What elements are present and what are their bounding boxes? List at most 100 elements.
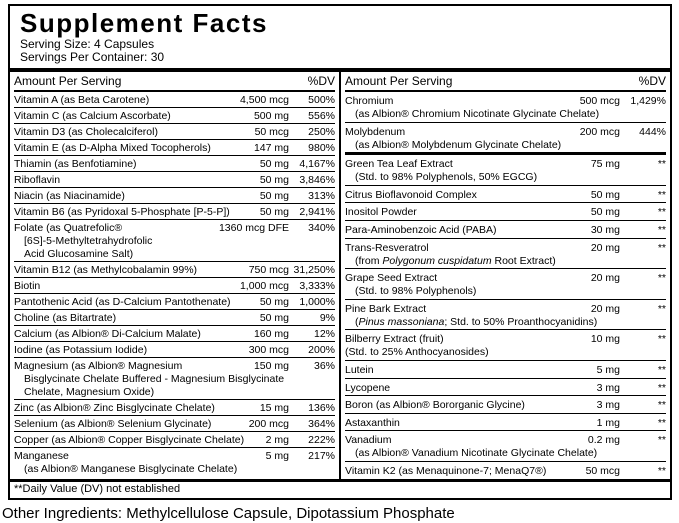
nutrient-amount: 3 mg xyxy=(596,381,620,394)
nutrient-amount: 50 mg xyxy=(259,312,289,324)
nutrient-dv: ** xyxy=(657,381,666,394)
nutrient-row-main: Thiamin (as Benfotiamine) 50 mg 4,167% xyxy=(14,156,335,171)
serving-size-text: Serving Size: 4 Capsules xyxy=(20,37,155,51)
nutrient-amount: 50 mg xyxy=(259,158,289,170)
nutrient-subtext: (as Albion® Chromium Nicotinate Glycinat… xyxy=(355,108,600,120)
nutrient-dv: ** xyxy=(657,223,666,236)
nutrient-dv: 36% xyxy=(313,360,335,372)
nutrient-row-main: Astaxanthin 1 mg ** xyxy=(345,415,666,430)
nutrient-row-main: Vitamin A (as Beta Carotene) 4,500 mcg 500… xyxy=(14,92,335,107)
amount-per-serving-label: Amount Per Serving xyxy=(345,74,453,88)
nutrient-dv: 556% xyxy=(308,110,335,122)
nutrient-rows-right: Chromium 500 mcg 1,429% (as Albion® Chromiu… xyxy=(345,92,666,479)
nutrient-amount: 1360 mcg DFE xyxy=(218,222,289,234)
nutrient-row: Para-Aminobenzoic Acid (PABA) 30 mg ** xyxy=(345,219,666,238)
nutrient-row-main: Biotin 1,000 mcg 3,333% xyxy=(14,278,335,293)
nutrient-name: Pantothenic Acid (as D-Calcium Pantothen… xyxy=(14,296,231,308)
nutrient-amount: 200 mcg xyxy=(579,125,620,138)
nutrient-amount: 10 mg xyxy=(590,333,620,346)
nutrient-row: Choline (as Bitartrate) 50 mg 9% xyxy=(14,309,335,325)
nutrient-row: Molybdenum 200 mcg 444% (as Albion® Molybde… xyxy=(345,121,666,153)
nutrient-row: Biotin 1,000 mcg 3,333% xyxy=(14,277,335,293)
nutrient-name: Manganese xyxy=(14,450,69,462)
nutrient-row: Copper (as Albion® Copper Bisglycinate C… xyxy=(14,431,335,447)
nutrient-row-main: Folate (as Quatrefolic® 1360 mcg DFE 340% xyxy=(14,220,335,235)
nutrient-row-main: Chromium 500 mcg 1,429% xyxy=(345,93,666,108)
nutrient-dv: 31,250% xyxy=(293,264,335,276)
nutrient-name: Para-Aminobenzoic Acid (PABA) xyxy=(345,223,497,236)
nutrient-subtext: Bisglycinate Chelate Buffered - Magnesiu… xyxy=(24,373,285,385)
nutrient-row-main: Grape Seed Extract 20 mg ** xyxy=(345,270,666,285)
column-header-left: Amount Per Serving %DV xyxy=(14,72,335,92)
nutrient-row-main: Molybdenum 200 mcg 444% xyxy=(345,124,666,139)
nutrient-name: Lycopene xyxy=(345,381,391,394)
nutrient-row: Manganese 5 mg 217% (as Albion® Manganese B… xyxy=(14,447,335,476)
nutrient-name: Iodine (as Potassium Iodide) xyxy=(14,344,148,356)
nutrient-row-main: Lycopene 3 mg ** xyxy=(345,380,666,395)
nutrient-row-main: Para-Aminobenzoic Acid (PABA) 30 mg ** xyxy=(345,222,666,237)
nutrient-name: Chromium xyxy=(345,95,394,107)
nutrient-name: Magnesium (as Albion® Magnesium xyxy=(14,360,183,372)
nutrient-row-main: Green Tea Leaf Extract 75 mg ** xyxy=(345,156,666,171)
nutrient-name: Thiamin (as Benfotiamine) xyxy=(14,158,137,170)
nutrient-name: Vitamin E (as D-Alpha Mixed Tocopherols) xyxy=(14,142,211,154)
nutrient-dv: 136% xyxy=(308,402,335,414)
nutrient-row-main: Calcium (as Albion® Di-Calcium Malate) 16… xyxy=(14,326,335,341)
nutrient-row: Vitamin B12 (as Methylcobalamin 99%) 750 … xyxy=(14,261,335,277)
nutrient-dv: ** xyxy=(657,272,666,285)
nutrient-amount: 0.2 mg xyxy=(587,434,620,447)
nutrient-dv: ** xyxy=(657,434,666,447)
nutrient-subtext: (Std. to 98% Polyphenols) xyxy=(355,285,477,298)
nutrient-row: Selenium (as Albion® Selenium Glycinate)… xyxy=(14,415,335,431)
nutrient-row: Lycopene 3 mg ** xyxy=(345,377,666,396)
nutrient-columns: Amount Per Serving %DV Vitamin A (as Bet… xyxy=(10,72,670,482)
nutrient-amount: 500 mg xyxy=(253,110,289,122)
nutrient-amount: 75 mg xyxy=(590,158,620,171)
nutrient-amount: 1,000 mcg xyxy=(239,280,289,292)
nutrient-name: Calcium (as Albion® Di-Calcium Malate) xyxy=(14,328,201,340)
nutrient-dv: 1,000% xyxy=(299,296,335,308)
nutrient-amount: 50 mg xyxy=(590,206,620,219)
nutrient-dv: 4,167% xyxy=(299,158,335,170)
nutrient-dv: 3,333% xyxy=(299,280,335,292)
nutrient-dv: 12% xyxy=(313,328,335,340)
nutrient-subtext: (Std. to 98% Polyphenols, 50% EGCG) xyxy=(355,171,538,184)
nutrient-name: Niacin (as Niacinamide) xyxy=(14,190,125,202)
nutrient-name: Biotin xyxy=(14,280,41,292)
nutrient-amount: 50 mg xyxy=(259,206,289,218)
nutrient-name: Trans-Resveratrol xyxy=(345,241,429,254)
nutrient-row: Trans-Resveratrol 20 mg ** (from Polygonum … xyxy=(345,237,666,269)
nutrient-row-main: Boron (as Albion® Bororganic Glycine) 3 m… xyxy=(345,397,666,412)
nutrient-row: Pine Bark Extract 20 mg ** (Pinus massonian… xyxy=(345,298,666,330)
nutrient-row-main: Choline (as Bitartrate) 50 mg 9% xyxy=(14,310,335,325)
nutrient-name: Inositol Powder xyxy=(345,206,417,219)
servings-per-container-text: Servings Per Container: 30 xyxy=(20,50,165,64)
nutrient-row: Riboflavin 50 mg 3,846% xyxy=(14,171,335,187)
nutrient-row-main: Vitamin D3 (as Cholecalciferol) 50 mcg 250… xyxy=(14,124,335,139)
other-ingredients-text: Other Ingredients: Methylcellulose Capsu… xyxy=(2,504,455,522)
nutrient-row: Bilberry Extract (fruit) 10 mg ** (Std. to … xyxy=(345,329,666,360)
nutrient-amount: 4,500 mcg xyxy=(239,94,289,106)
nutrient-dv: ** xyxy=(657,416,666,429)
nutrient-row-main: Trans-Resveratrol 20 mg ** xyxy=(345,240,666,255)
nutrient-subtext: (as Albion® Manganese Bisglycinate Chela… xyxy=(24,463,238,475)
nutrient-dv: 250% xyxy=(308,126,335,138)
nutrient-dv: ** xyxy=(657,363,666,376)
nutrient-row: Astaxanthin 1 mg ** xyxy=(345,412,666,431)
nutrient-row: Inositol Powder 50 mg ** xyxy=(345,202,666,220)
nutrient-row: Vanadium 0.2 mg ** (as Albion® Vanadium Nic… xyxy=(345,430,666,461)
nutrient-dv: ** xyxy=(657,302,666,315)
nutrient-dv: ** xyxy=(657,399,666,412)
nutrient-row-main: Pantothenic Acid (as D-Calcium Pantothen… xyxy=(14,294,335,309)
nutrient-row: Boron (as Albion® Bororganic Glycine) 3 m… xyxy=(345,395,666,413)
nutrient-name: Molybdenum xyxy=(345,125,406,138)
nutrient-name: Vitamin A (as Beta Carotene) xyxy=(14,94,150,106)
nutrient-name: Vitamin K2 (as Menaquinone-7; MenaQ7®) xyxy=(345,464,547,477)
nutrient-dv: ** xyxy=(657,241,666,254)
nutrient-name: Copper (as Albion® Copper Bisglycinate C… xyxy=(14,434,245,446)
nutrient-amount: 1 mg xyxy=(596,416,620,429)
nutrient-dv: 980% xyxy=(308,142,335,154)
nutrient-dv: 313% xyxy=(308,190,335,202)
nutrient-name: Vitamin D3 (as Cholecalciferol) xyxy=(14,126,158,138)
nutrient-name: Choline (as Bitartrate) xyxy=(14,312,117,324)
